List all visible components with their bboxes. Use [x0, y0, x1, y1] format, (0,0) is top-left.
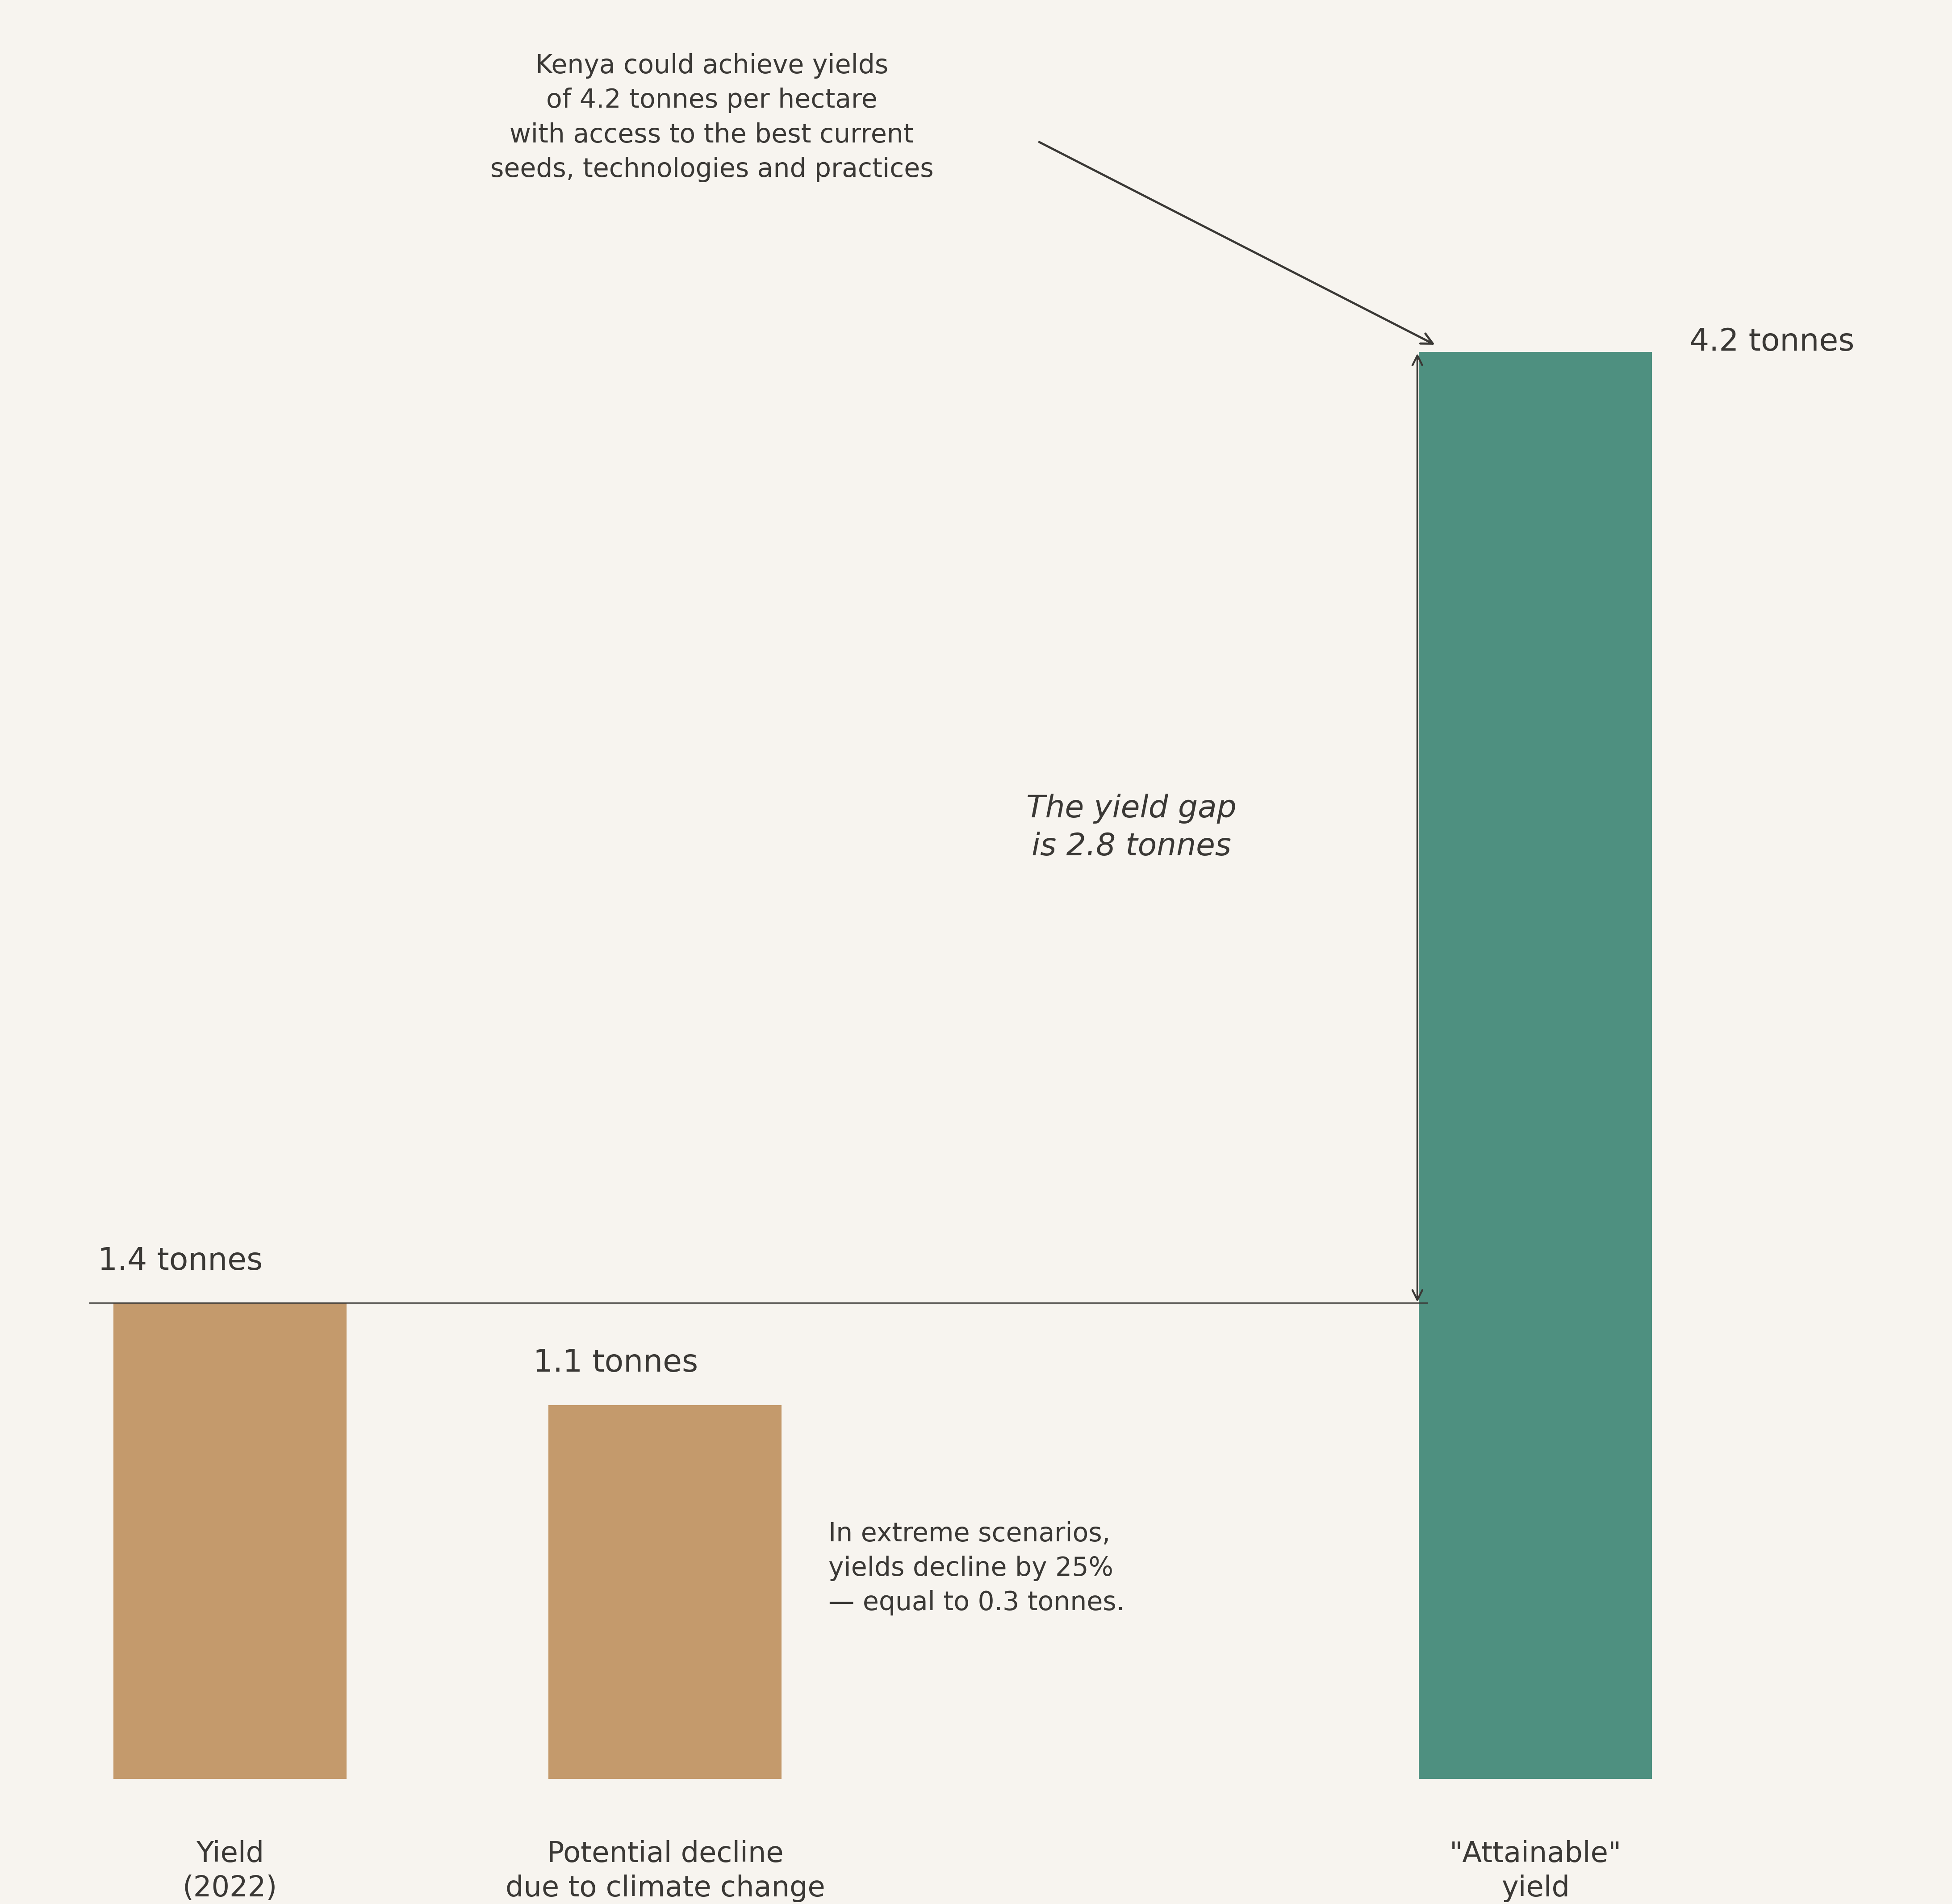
Text: "Attainable"
yield: "Attainable" yield [1450, 1839, 1622, 1902]
Bar [549, 1405, 781, 1778]
Text: 4.2 tonnes: 4.2 tonnes [1688, 327, 1854, 356]
Text: 1.4 tonnes: 1.4 tonnes [98, 1247, 264, 1276]
Bar [113, 1304, 347, 1778]
Text: The yield gap
is 2.8 tonnes: The yield gap is 2.8 tonnes [1027, 794, 1236, 863]
Text: Yield
(2022): Yield (2022) [183, 1839, 277, 1902]
Text: Potential decline
due to climate change: Potential decline due to climate change [506, 1839, 826, 1902]
Text: Kenya could achieve yields
of 4.2 tonnes per hectare
with access to the best cur: Kenya could achieve yields of 4.2 tonnes… [490, 53, 933, 183]
Text: In extreme scenarios,
yields decline by 25%
— equal to 0.3 tonnes.: In extreme scenarios, yields decline by … [828, 1521, 1124, 1615]
Text: 1.1 tonnes: 1.1 tonnes [533, 1348, 699, 1378]
Bar [1419, 352, 1651, 1778]
